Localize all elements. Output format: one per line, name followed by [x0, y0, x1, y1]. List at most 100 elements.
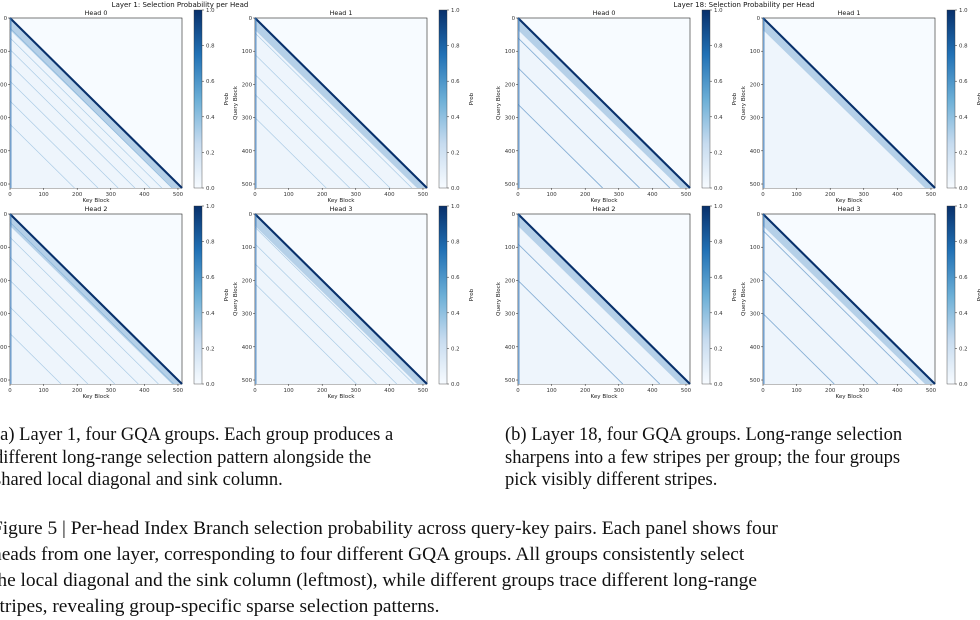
head-plot-3: Head 30 100 200 300 400 5000100200300400500Ke…: [233, 204, 475, 400]
long-range-stripe: [517, 280, 624, 385]
figure-caption-line: Figure 5 | Per-head Index Branch selecti…: [0, 518, 778, 539]
colorbar-tick-label: 0.2: [451, 346, 460, 352]
panel-b: Layer 18: Selection Probability per Head…: [496, 1, 980, 400]
colorbar-tick-label: 0.2: [714, 150, 723, 156]
x-tick-label: 0: [761, 192, 765, 198]
x-tick-label: 200: [72, 192, 83, 198]
colorbar: [193, 9, 203, 189]
x-axis-label: Key Block: [835, 198, 863, 204]
x-tick-label: 100: [283, 192, 294, 198]
colorbar-tick-label: 0.2: [451, 150, 460, 156]
long-range-stripe: [9, 80, 119, 189]
x-tick-label: 200: [580, 192, 591, 198]
y-tick-label: 0: [757, 16, 761, 22]
y-tick-label: 300: [0, 116, 8, 122]
x-tick-label: 100: [283, 388, 294, 394]
x-tick-label: 100: [791, 192, 802, 198]
x-tick-label: 100: [546, 388, 557, 394]
figure-caption: Figure 5 | Per-head Index Branch selecti…: [0, 516, 778, 620]
long-range-stripe: [254, 227, 414, 385]
colorbar-tick-label: 0.4: [451, 311, 460, 317]
colorbar-label: Prob: [977, 288, 980, 301]
head-plot-1: Head 10 100 200 300 400 5000100200300400500Ke…: [233, 8, 475, 204]
long-range-stripe: [517, 243, 661, 385]
colorbar-tick-label: 0.8: [959, 240, 968, 246]
colorbar: [946, 9, 956, 189]
x-axis-label: Key Block: [835, 394, 863, 400]
long-range-stripe: [9, 256, 139, 385]
caption-b-line: sharpens into a few stripes per group; t…: [505, 447, 901, 468]
head-title: Head 1: [330, 9, 353, 17]
local-diagonal: [517, 17, 691, 189]
y-tick-label: 100: [750, 49, 761, 55]
colorbar-label: Prob: [224, 288, 230, 301]
y-tick-label: 100: [750, 245, 761, 251]
y-tick-label: 200: [242, 82, 253, 88]
colorbar-tick-label: 1.0: [714, 204, 723, 210]
colorbar-label: Prob: [977, 92, 980, 105]
y-tick-label: 400: [750, 345, 761, 351]
y-tick-label: 300: [242, 116, 253, 122]
y-tick-label: 500: [242, 182, 253, 188]
x-tick-label: 500: [681, 192, 692, 198]
x-tick-label: 0: [516, 388, 520, 394]
y-tick-label: 0: [4, 212, 8, 218]
y-tick-label: 300: [505, 116, 516, 122]
long-range-stripe: [9, 124, 75, 189]
figure-caption-line: heads from one layer, corresponding to f…: [0, 544, 745, 565]
head-plot-0: Head 001002003004005000100200300400500Ke…: [0, 8, 230, 204]
panel-supertitle: Layer 1: Selection Probability per Head: [112, 1, 249, 9]
caption-a-line: different long-range selection pattern a…: [0, 447, 372, 468]
caption-b-line: (b) Layer 18, four GQA groups. Long-rang…: [505, 425, 903, 445]
x-tick-label: 300: [859, 192, 870, 198]
caption-b-line: pick visibly different stripes.: [505, 470, 718, 490]
x-tick-label: 500: [173, 388, 184, 394]
colorbar-tick-label: 1.0: [451, 8, 460, 14]
x-tick-label: 0: [253, 192, 257, 198]
y-tick-label: 400: [242, 149, 253, 155]
long-range-stripe: [9, 306, 89, 385]
y-tick-label: 0: [249, 212, 253, 218]
x-tick-label: 200: [825, 388, 836, 394]
colorbar-tick-label: 0.2: [714, 346, 723, 352]
head-title: Head 1: [838, 9, 861, 17]
head-plot-2: Head 201002003004005000100200300400500Ke…: [0, 204, 230, 400]
colorbar-tick-label: 0.4: [959, 115, 968, 121]
x-tick-label: 0: [8, 192, 12, 198]
colorbar-tick-label: 0.4: [714, 311, 723, 317]
y-tick-label: 100: [505, 49, 516, 55]
local-diagonal: [254, 17, 428, 189]
y-tick-label: 200: [505, 278, 516, 284]
y-tick-label: 200: [750, 82, 761, 88]
y-tick-label: 200: [750, 278, 761, 284]
long-range-stripe: [762, 270, 879, 385]
colorbar-tick-label: 0.8: [451, 44, 460, 50]
colorbar-tick-label: 1.0: [451, 204, 460, 210]
colorbar-tick-label: 0.4: [959, 311, 968, 317]
caption-a-line: shared local diagonal and sink column.: [0, 470, 283, 490]
y-tick-label: 400: [242, 345, 253, 351]
colorbar-tick-label: 0.0: [451, 186, 460, 192]
y-tick-label: 500: [750, 182, 761, 188]
long-range-stripe: [254, 32, 413, 189]
y-axis-label: Query Block: [496, 85, 502, 120]
x-tick-label: 500: [681, 388, 692, 394]
colorbar-tick-label: 0.6: [451, 79, 460, 85]
y-tick-label: 500: [505, 378, 516, 384]
colorbar-tick-label: 0.0: [959, 186, 968, 192]
local-diagonal: [517, 213, 691, 385]
y-tick-label: 300: [750, 116, 761, 122]
caption-a: (a) Layer 1, four GQA groups. Each group…: [0, 424, 393, 492]
colorbar-tick-label: 0.6: [959, 275, 968, 281]
colorbar-tick-label: 0.0: [206, 186, 215, 192]
x-tick-label: 100: [546, 192, 557, 198]
y-tick-label: 0: [4, 16, 8, 22]
head-plot-1: Head 10 100 200 300 400 5000100200300400500Ke…: [741, 8, 980, 204]
x-tick-label: 0: [253, 388, 257, 394]
long-range-stripe: [9, 236, 159, 385]
local-diagonal: [9, 213, 183, 385]
long-range-stripe: [517, 104, 603, 189]
head-plot-3: Head 30 100 200 300 400 5000100200300400500Ke…: [741, 204, 980, 400]
y-tick-label: 400: [505, 345, 516, 351]
